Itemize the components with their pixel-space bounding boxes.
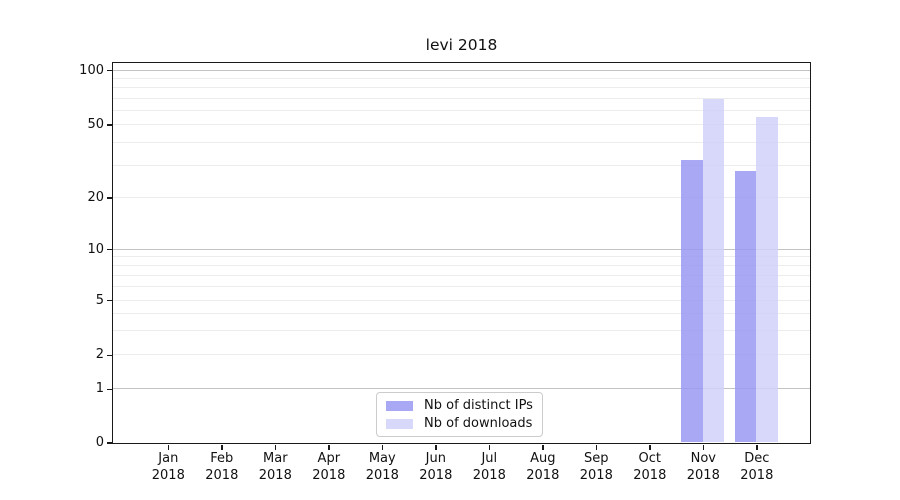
x-axis-tick-label: Dec 2018 <box>740 451 774 483</box>
legend-item-downloads: Nb of downloads <box>386 416 533 431</box>
chart-title: levi 2018 <box>425 36 498 54</box>
y-axis-tick-mark <box>106 388 112 391</box>
x-axis-tick-label: Jun 2018 <box>419 451 453 483</box>
x-axis-tick-label: Feb 2018 <box>205 451 239 483</box>
y-axis-tick-label: 50 <box>87 117 104 132</box>
x-axis-tick-mark <box>274 444 277 450</box>
gridline-minor <box>112 87 810 89</box>
x-axis-tick-mark <box>381 444 384 450</box>
x-axis-tick-label: Apr 2018 <box>312 451 346 483</box>
x-axis-tick-label: May 2018 <box>365 451 399 483</box>
x-axis-tick-mark <box>756 444 758 450</box>
x-axis-tick-mark <box>167 444 170 450</box>
y-axis-tick-mark <box>106 124 112 126</box>
x-axis-tick-label: Oct 2018 <box>633 451 667 483</box>
gridline-minor <box>112 264 810 266</box>
x-axis-tick-label: Sep 2018 <box>579 451 613 483</box>
x-axis-tick-label: Jan 2018 <box>151 451 185 483</box>
gridline-minor <box>112 164 810 166</box>
gridline-minor <box>112 330 810 332</box>
y-axis-tick-label: 100 <box>79 62 104 78</box>
gridline-minor <box>112 312 810 314</box>
y-axis-tick-mark <box>106 442 112 444</box>
y-axis-tick-mark <box>106 69 112 72</box>
x-axis-tick-label: Jul 2018 <box>472 451 506 483</box>
x-axis-tick-mark <box>649 444 651 450</box>
bar-downloads <box>756 117 778 443</box>
x-axis-tick-label: Nov 2018 <box>686 451 720 483</box>
y-axis-tick-label: 0 <box>95 435 104 450</box>
gridline-minor <box>112 77 810 79</box>
gridline-minor <box>112 286 810 288</box>
y-axis-tick-label: 1 <box>95 381 104 397</box>
gridline-minor <box>112 274 810 276</box>
gridline-minor <box>112 109 810 111</box>
x-axis-tick-label: Aug 2018 <box>526 451 560 483</box>
legend-label-downloads: Nb of downloads <box>424 416 533 431</box>
y-axis-tick-label: 2 <box>95 347 104 363</box>
x-axis-tick-mark <box>595 444 598 450</box>
y-axis-tick-mark <box>106 197 112 199</box>
gridline-minor <box>112 97 810 99</box>
y-axis-tick-label: 5 <box>95 292 104 308</box>
gridline-major <box>112 388 810 390</box>
plot-area <box>111 61 811 444</box>
gridline-major <box>112 248 810 250</box>
y-axis-tick-label: 20 <box>87 190 104 205</box>
x-axis-tick-mark <box>221 444 223 450</box>
legend-swatch-downloads <box>386 418 413 429</box>
gridline-minor <box>112 354 810 356</box>
bar-distinct-ips <box>681 160 703 443</box>
gridline-major <box>112 69 810 71</box>
legend: Nb of distinct IPs Nb of downloads <box>376 392 543 437</box>
x-axis-tick-mark <box>488 444 491 450</box>
y-axis-tick-mark <box>106 299 112 302</box>
legend-label-distinct-ips: Nb of distinct IPs <box>424 398 533 413</box>
bar-distinct-ips <box>734 170 757 443</box>
bar-downloads <box>702 99 725 443</box>
x-axis-tick-mark <box>328 444 330 450</box>
legend-item-distinct-ips: Nb of distinct IPs <box>386 398 533 413</box>
x-axis-tick-mark <box>435 444 437 450</box>
x-axis-tick-mark <box>702 444 705 450</box>
gridline-minor <box>112 299 810 301</box>
x-axis-tick-mark <box>542 444 544 450</box>
y-axis-tick-label: 10 <box>87 241 104 257</box>
y-axis-tick-mark <box>106 354 112 357</box>
gridline-minor <box>112 141 810 143</box>
gridline-minor <box>112 124 810 125</box>
gridline-minor <box>112 256 810 258</box>
gridline-minor <box>112 197 810 198</box>
y-axis-tick-mark <box>106 248 112 251</box>
legend-swatch-distinct-ips <box>386 400 413 411</box>
x-axis-tick-label: Mar 2018 <box>258 451 292 483</box>
